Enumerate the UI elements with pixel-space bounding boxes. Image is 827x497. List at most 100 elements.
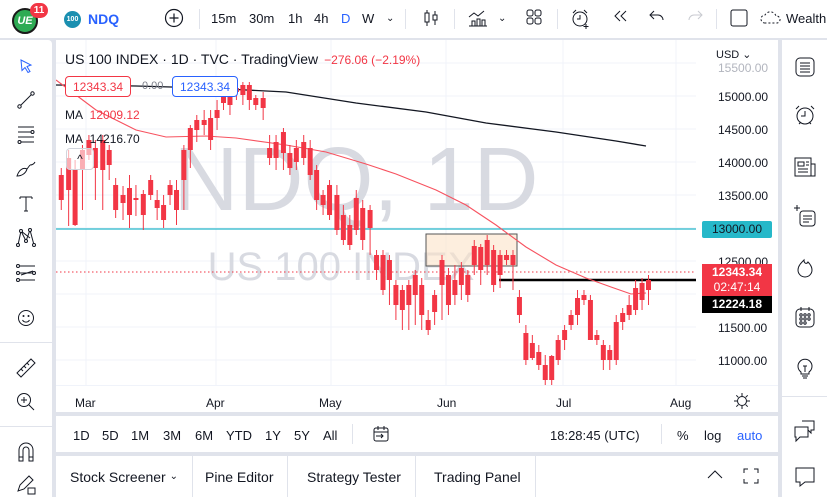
ideas-stream-button[interactable]	[792, 203, 818, 229]
chat-bubbles-icon	[794, 420, 815, 443]
ma-long-value: 14216.70	[89, 132, 140, 146]
prediction-tool[interactable]	[14, 261, 38, 285]
sell-button[interactable]: 12343.34	[65, 76, 132, 97]
calendar-button[interactable]	[792, 304, 818, 330]
trend-line-tool[interactable]	[14, 88, 38, 112]
buy-button[interactable]: 12343.34	[172, 76, 239, 97]
range-6m[interactable]: 6M	[195, 428, 214, 443]
currency-selector[interactable]: USD ⌄	[716, 49, 752, 61]
flame-icon	[797, 258, 813, 278]
add-symbol-button[interactable]	[164, 8, 184, 28]
ma-short-legend[interactable]: MA 12009.12	[65, 108, 140, 122]
trend-line-icon	[17, 91, 35, 109]
log-scale-toggle[interactable]: log	[704, 428, 722, 443]
range-1y[interactable]: 1Y	[265, 428, 281, 443]
brush-tool[interactable]	[14, 157, 38, 181]
range-5y[interactable]: 5Y	[294, 428, 310, 443]
ma-long-legend[interactable]: MA 14216.70	[65, 132, 140, 146]
chart-legend-title[interactable]: US 100 INDEX · 1D · TVC · TradingView −27…	[65, 51, 420, 67]
percent-scale-toggle[interactable]: %	[677, 428, 689, 443]
top-toolbar: UE 11 100 NDQ 15m 30m 1h 4h D W ⌄ ⌄ Weal…	[0, 0, 827, 38]
collapse-legend-button[interactable]: ^	[66, 148, 94, 170]
ideas-button[interactable]	[792, 355, 818, 381]
indicators-button[interactable]	[467, 8, 489, 28]
icon-tool[interactable]	[14, 306, 38, 330]
range-5d[interactable]: 5D	[102, 428, 119, 443]
price-label: 13500.00	[718, 189, 769, 203]
newspaper-icon	[794, 157, 816, 177]
measure-tool[interactable]	[14, 356, 38, 380]
cloud-icon	[760, 11, 781, 24]
watchlist-button[interactable]	[792, 54, 818, 80]
text-tool[interactable]	[14, 192, 38, 216]
alerts-button[interactable]	[792, 102, 818, 128]
layout-name[interactable]: Wealth	[786, 11, 827, 26]
news-button[interactable]	[792, 154, 818, 180]
layout-button[interactable]	[525, 8, 543, 26]
redo-button[interactable]	[686, 8, 704, 24]
save-layout-button[interactable]	[760, 8, 782, 26]
pencil-lock-icon	[17, 475, 36, 495]
plus-circle-icon	[164, 8, 184, 28]
lightbulb-icon	[797, 358, 813, 379]
price-label: 11000.00	[718, 354, 768, 368]
interval-1h[interactable]: 1h	[288, 11, 303, 26]
tab-stock-screener[interactable]: Stock Screener ⌄	[56, 456, 193, 497]
fullscreen-button[interactable]	[729, 8, 749, 28]
pattern-tool[interactable]	[14, 226, 38, 250]
interval-w[interactable]: W	[362, 11, 375, 26]
alert-button[interactable]	[570, 8, 592, 30]
expand-panel-button[interactable]	[706, 468, 724, 485]
interval-4h[interactable]: 4h	[314, 11, 329, 26]
tab-trading-panel[interactable]: Trading Panel	[420, 456, 536, 497]
chart-type-button[interactable]	[422, 8, 440, 28]
chart-settings-button[interactable]	[733, 392, 751, 412]
hotlists-button[interactable]	[792, 255, 818, 281]
interval-30m[interactable]: 30m	[249, 11, 275, 26]
tab-pine-editor[interactable]: Pine Editor	[191, 456, 289, 497]
interval-15m[interactable]: 15m	[211, 11, 237, 26]
calendar-goto-icon	[373, 426, 389, 442]
range-1m[interactable]: 1M	[131, 428, 150, 443]
interval-dropdown-chevron-icon[interactable]: ⌄	[386, 13, 395, 24]
go-to-date-button[interactable]	[372, 425, 390, 446]
time-label: Jul	[556, 396, 572, 410]
undo-button[interactable]	[648, 8, 666, 24]
zoom-in-icon	[17, 393, 35, 411]
pattern-icon	[16, 228, 36, 247]
chat-bubble-icon	[795, 467, 815, 488]
interval-d[interactable]: D	[341, 11, 351, 26]
range-all[interactable]: All	[323, 428, 338, 443]
candlesticks	[58, 82, 651, 385]
ma-label: MA	[65, 108, 83, 122]
messages-button[interactable]	[792, 464, 818, 490]
symbol-description: US 100 INDEX · 1D · TVC · TradingView	[65, 51, 319, 67]
range-1d[interactable]: 1D	[73, 428, 90, 443]
range-ytd[interactable]: YTD	[226, 428, 252, 443]
bottom-panel-tabs: Stock Screener ⌄ Pine Editor Strategy Te…	[56, 456, 778, 497]
lock-drawings-tool[interactable]	[14, 472, 38, 496]
forecast-icon	[16, 264, 36, 282]
symbol-search-button[interactable]: NDQ	[88, 11, 120, 27]
cursor-tool[interactable]	[14, 54, 38, 78]
notification-badge: 11	[30, 3, 48, 18]
ma-long-line	[56, 84, 647, 147]
rewind-icon	[614, 10, 627, 22]
replay-button[interactable]	[611, 8, 629, 24]
indicators-chevron-icon[interactable]: ⌄	[498, 13, 507, 24]
price-chart[interactable]: NDQ, 1D US 100 INDEX	[56, 40, 778, 412]
horizontal-lines-icon	[17, 126, 35, 144]
fib-tool[interactable]	[14, 122, 38, 146]
chats-button[interactable]	[792, 418, 818, 444]
time-label: Jun	[437, 396, 457, 410]
utc-clock[interactable]: 18:28:45 (UTC)	[550, 428, 640, 443]
magnet-tool[interactable]	[14, 440, 38, 464]
auto-scale-toggle[interactable]: auto	[737, 428, 763, 443]
zoom-tool[interactable]	[14, 390, 38, 414]
tab-strategy-tester[interactable]: Strategy Tester	[293, 456, 416, 497]
smiley-icon	[18, 310, 34, 326]
chart-pane[interactable]: NDQ, 1D US 100 INDEX US 100 INDEX · 1D ·…	[56, 40, 778, 412]
range-3m[interactable]: 3M	[163, 428, 182, 443]
ma-short-line	[56, 79, 647, 295]
maximize-panel-button[interactable]	[742, 467, 760, 488]
